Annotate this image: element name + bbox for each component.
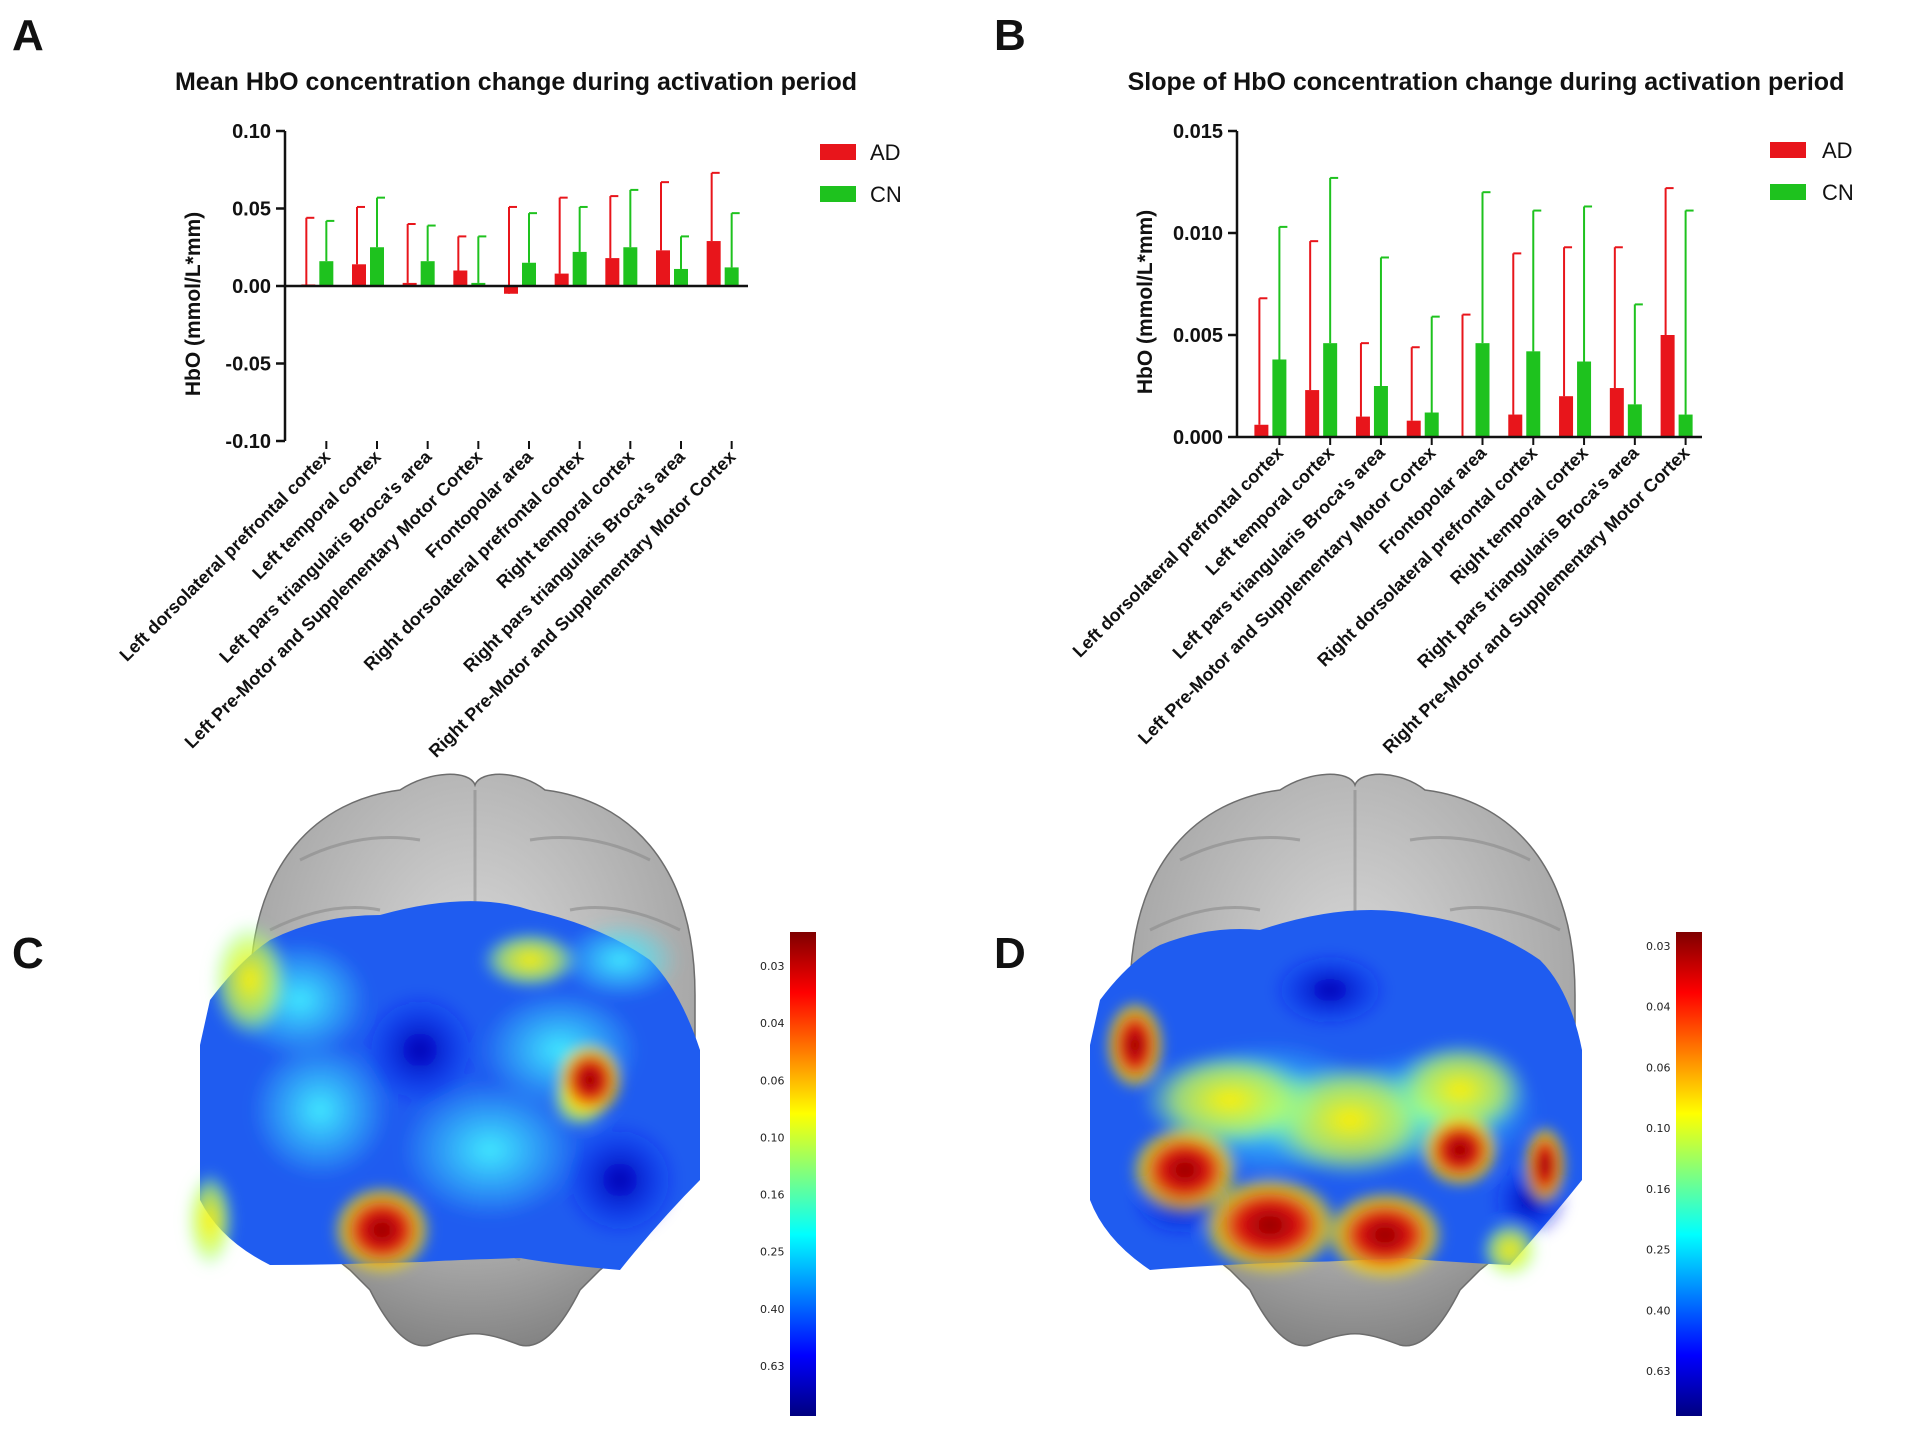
colorbar-tick-label: 0.04 xyxy=(1646,1001,1671,1014)
bar-ad xyxy=(554,273,569,286)
bar-cn xyxy=(1323,343,1338,437)
chart-a-y-ticks: 0.10 0.05 0.00 -0.05 -0.10 xyxy=(225,121,285,453)
bar-cn xyxy=(1678,414,1693,437)
bar-ad xyxy=(656,250,670,286)
legend-ad-label: AD xyxy=(870,140,901,165)
colorbar-tick-label: 0.40 xyxy=(1646,1304,1671,1317)
activation-overlay-c xyxy=(185,901,700,1275)
bar-ad xyxy=(1254,424,1269,437)
colorbar-tick-label: 0.06 xyxy=(1646,1061,1671,1074)
bar-ad xyxy=(352,264,366,286)
bar-ad xyxy=(1559,396,1574,437)
y-tick-label: 0.000 xyxy=(1173,427,1223,449)
legend-cn-swatch xyxy=(820,186,856,202)
bar-cn xyxy=(1526,351,1541,437)
chart-a-axes xyxy=(283,131,748,449)
y-tick-label: 0.015 xyxy=(1173,121,1223,143)
bar-ad xyxy=(453,270,468,286)
colorbar-tick-label: 0.03 xyxy=(1646,940,1671,953)
colorbar-tick-label: 0.04 xyxy=(760,1017,785,1030)
bar-ad xyxy=(1355,416,1370,437)
chart-b-category-labels: Left dorsolateral prefrontal cortexLeft … xyxy=(1069,442,1694,757)
legend-b-ad-label: AD xyxy=(1822,138,1853,163)
y-tick-label: 0.10 xyxy=(232,121,271,143)
colorbar-d-ticks: 0.03 0.04 0.06 0.10 0.16 0.25 0.40 0.63 xyxy=(1646,940,1671,1378)
colorbar-tick-label: 0.16 xyxy=(1646,1183,1671,1196)
chart-b-y-ticks: 0.015 0.010 0.005 0.000 xyxy=(1173,121,1237,449)
bar-cn xyxy=(1272,359,1287,437)
y-tick-label: 0.010 xyxy=(1173,223,1223,245)
chart-b-axes xyxy=(1235,131,1702,445)
y-tick-label: 0.00 xyxy=(232,276,271,298)
y-tick-label: -0.05 xyxy=(225,354,271,376)
legend-b-cn-label: CN xyxy=(1822,180,1854,205)
colorbar-c: 0.03 0.04 0.06 0.10 0.16 0.25 0.40 0.63 xyxy=(760,932,816,1416)
chart-b-title: Slope of HbO concentration change during… xyxy=(1128,68,1845,96)
chart-a-y-axis-label: HbO (mmol/L*mm) xyxy=(182,212,205,396)
colorbar-tick-label: 0.63 xyxy=(1646,1365,1671,1378)
colorbar-tick-label: 0.25 xyxy=(760,1246,785,1259)
brain-map-d xyxy=(1090,773,1582,1347)
bar-cn xyxy=(623,247,638,286)
bar-cn xyxy=(1577,361,1592,437)
bar-cn xyxy=(1475,343,1490,437)
bar-cn xyxy=(1627,404,1642,437)
chart-a-bars xyxy=(301,171,740,294)
bar-ad xyxy=(1406,420,1421,437)
bar-cn xyxy=(1424,412,1439,437)
legend-ad-swatch xyxy=(820,144,856,160)
bar-ad xyxy=(1609,388,1624,437)
chart-b: Slope of HbO concentration change during… xyxy=(1069,68,1854,757)
chart-b-y-axis-label: HbO (mmol/L*mm) xyxy=(1134,210,1157,394)
bar-cn xyxy=(370,247,384,286)
colorbar-tick-label: 0.03 xyxy=(760,960,785,973)
colorbar-tick-label: 0.63 xyxy=(760,1360,785,1373)
colorbar-c-ticks: 0.03 0.04 0.06 0.10 0.16 0.25 0.40 0.63 xyxy=(760,960,785,1373)
colorbar-d-gradient xyxy=(1676,932,1702,1416)
bar-cn xyxy=(522,262,536,286)
colorbar-d: 0.03 0.04 0.06 0.10 0.16 0.25 0.40 0.63 xyxy=(1646,932,1702,1416)
colorbar-tick-label: 0.25 xyxy=(1646,1244,1671,1257)
panel-letter-d: D xyxy=(994,929,1026,978)
colorbar-tick-label: 0.10 xyxy=(1646,1122,1671,1135)
chart-a-title: Mean HbO concentration change during act… xyxy=(175,68,857,96)
bar-ad xyxy=(1660,335,1675,437)
bar-ad xyxy=(402,282,417,286)
colorbar-tick-label: 0.06 xyxy=(760,1074,785,1087)
legend-cn-label: CN xyxy=(870,182,902,207)
bar-ad xyxy=(1508,414,1523,437)
chart-b-legend: AD CN xyxy=(1770,138,1854,205)
bar-ad xyxy=(706,241,721,286)
bar-ad xyxy=(504,286,518,294)
panel-letter-b: B xyxy=(994,11,1026,60)
bar-cn xyxy=(1373,386,1388,437)
bar-ad xyxy=(605,258,620,286)
colorbar-c-gradient xyxy=(790,932,816,1416)
brain-map-c xyxy=(185,773,700,1347)
colorbar-tick-label: 0.16 xyxy=(760,1189,785,1202)
bar-ad xyxy=(1305,390,1320,437)
y-tick-label: 0.05 xyxy=(232,199,271,221)
bar-cn xyxy=(420,261,435,286)
chart-b-bars xyxy=(1254,176,1694,438)
y-tick-label: -0.10 xyxy=(225,431,271,453)
colorbar-tick-label: 0.40 xyxy=(760,1303,785,1316)
chart-a-category-labels: Left dorsolateral prefrontal cortexLeft … xyxy=(116,446,740,761)
bar-cn xyxy=(471,282,486,286)
y-tick-label: 0.005 xyxy=(1173,325,1223,347)
legend-b-ad-swatch xyxy=(1770,142,1806,158)
bar-cn xyxy=(724,267,739,286)
activation-overlay-d xyxy=(1090,910,1582,1280)
legend-b-cn-swatch xyxy=(1770,184,1806,200)
chart-a: Mean HbO concentration change during act… xyxy=(116,68,902,761)
panel-letter-c: C xyxy=(12,929,44,978)
colorbar-tick-label: 0.10 xyxy=(760,1131,785,1144)
chart-a-legend: AD CN xyxy=(820,140,902,207)
panel-letter-a: A xyxy=(12,11,44,60)
bar-cn xyxy=(674,268,688,286)
bar-cn xyxy=(572,251,587,286)
bar-cn xyxy=(319,261,334,286)
